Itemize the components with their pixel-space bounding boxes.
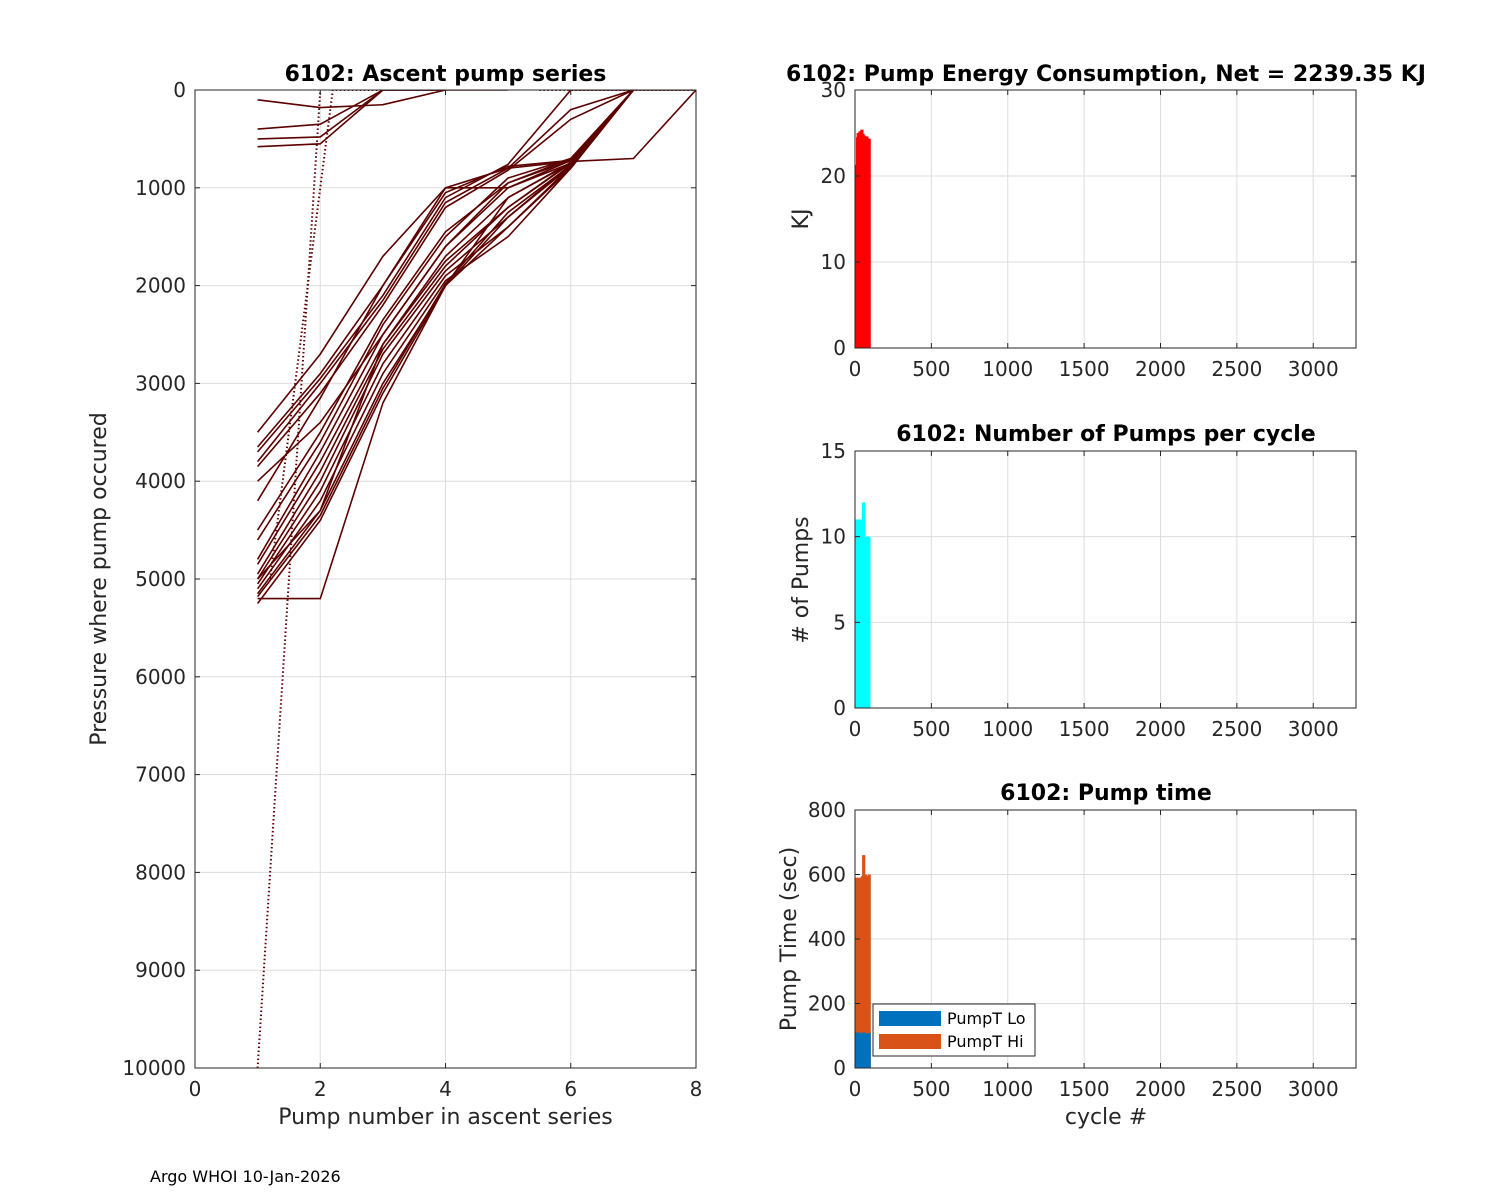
numpumps-ytick-label: 15: [821, 439, 846, 463]
pumptime-xtick-label: 2000: [1135, 1077, 1186, 1101]
ascent-series-line: [256, 90, 322, 1068]
ascent-chart: 0 2 4 6 8 0 1000 2000 3000 4000 5000 6000 7000 8000 90…: [87, 62, 702, 1130]
numpumps-ytick-label: 5: [833, 610, 846, 634]
ascent-series-line: [256, 90, 634, 468]
numpumps-xtick-label: 2000: [1135, 717, 1186, 741]
ascent-xtick-label: 4: [439, 1077, 452, 1101]
energy-chart: 0 500 1000 1500 2000 2500 3000 0 10 20 30 6102: Pu…: [786, 62, 1426, 381]
energy-xtick-label: 2000: [1135, 357, 1186, 381]
pumptime-xtick-label: 1500: [1059, 1077, 1110, 1101]
pumptime-ytick-label: 600: [808, 863, 846, 887]
ascent-series-line: [256, 90, 634, 453]
ascent-x-label: Pump number in ascent series: [278, 1105, 612, 1130]
energy-ytick-label: 30: [821, 78, 846, 102]
energy-ytick-label: 20: [821, 164, 846, 188]
numpumps-xtick-label: 0: [849, 717, 862, 741]
numpumps-xtick-label: 3000: [1288, 717, 1339, 741]
pumptime-ytick-label: 800: [808, 798, 846, 822]
pump-time-y-label: Pump Time (sec): [777, 847, 802, 1031]
pump-time-chart-title: 6102: Pump time: [1000, 781, 1212, 806]
energy-xtick-label: 2500: [1211, 357, 1262, 381]
legend-label-hi: PumpT Hi: [947, 1032, 1024, 1051]
ascent-ytick-label: 5000: [135, 567, 186, 591]
ascent-series-line: [256, 90, 635, 598]
ascent-y-label: Pressure where pump occured: [87, 412, 112, 745]
numpumps-xtick-label: 1000: [982, 717, 1033, 741]
ascent-ytick-label: 6000: [135, 665, 186, 689]
ascent-ytick-label: 8000: [135, 860, 186, 884]
ascent-series-line: [269, 90, 396, 580]
ascent-ytick-label: 10000: [122, 1056, 186, 1080]
pumptime-xtick-label: 2500: [1211, 1077, 1262, 1101]
numpumps-xtick-label: 500: [912, 717, 950, 741]
pump-time-chart: 0 500 1000 1500 2000 2500 3000 0 200 400 600 800 61…: [777, 781, 1357, 1130]
ascent-xtick-label: 8: [690, 1077, 703, 1101]
energy-ytick-label: 0: [833, 336, 846, 360]
num-pumps-chart: 0 500 1000 1500 2000 2500 3000 0 5 10 15 6102: Num…: [789, 422, 1357, 741]
ascent-ytick-label: 7000: [135, 763, 186, 787]
ascent-series-line: [257, 90, 446, 130]
pump-time-x-label: cycle #: [1065, 1105, 1147, 1130]
energy-xtick-label: 500: [912, 357, 950, 381]
ascent-ytick-label: 1000: [135, 176, 186, 200]
ascent-chart-title: 6102: Ascent pump series: [285, 62, 607, 87]
energy-xtick-label: 0: [849, 357, 862, 381]
pumptime-xtick-label: 0: [849, 1077, 862, 1101]
pumptime-bar-pumpt-hi: [867, 874, 871, 1068]
energy-xtick-label: 3000: [1288, 357, 1339, 381]
energy-xtick-label: 1000: [982, 357, 1033, 381]
ascent-series-line: [257, 90, 634, 482]
ascent-xtick-label: 2: [314, 1077, 327, 1101]
ascent-ytick-label: 4000: [135, 469, 186, 493]
energy-chart-title: 6102: Pump Energy Consumption, Net = 223…: [786, 62, 1426, 87]
ascent-series-line: [257, 90, 446, 140]
energy-bar: [867, 139, 871, 348]
legend-swatch-lo: [879, 1011, 941, 1026]
pump-time-legend: PumpT Lo PumpT Hi: [872, 1003, 1036, 1057]
ascent-ytick-label: 2000: [135, 274, 186, 298]
ascent-series-line: [256, 90, 634, 463]
pumptime-bar-pumpt-lo: [867, 1033, 871, 1068]
pumptime-xtick-label: 1000: [982, 1077, 1033, 1101]
numpumps-ytick-label: 0: [833, 696, 846, 720]
numpumps-xtick-label: 2500: [1211, 717, 1262, 741]
ascent-ytick-label: 3000: [135, 371, 186, 395]
ascent-series-line: [257, 90, 635, 580]
legend-label-lo: PumpT Lo: [947, 1009, 1026, 1028]
footer-text: Argo WHOI 10-Jan-2026: [150, 1167, 341, 1186]
pumptime-ytick-label: 400: [808, 927, 846, 951]
energy-xtick-label: 1500: [1059, 357, 1110, 381]
numpumps-bar: [867, 536, 871, 708]
pumptime-ytick-label: 200: [808, 992, 846, 1016]
pumptime-ytick-label: 0: [833, 1056, 846, 1080]
pumptime-xtick-label: 500: [912, 1077, 950, 1101]
ascent-ytick-label: 9000: [135, 958, 186, 982]
ascent-series-line: [256, 90, 696, 433]
ascent-xtick-label: 6: [564, 1077, 577, 1101]
energy-y-label: KJ: [789, 209, 814, 230]
ascent-ytick-label: 0: [173, 78, 186, 102]
ascent-xtick-label: 0: [189, 1077, 202, 1101]
numpumps-xtick-label: 1500: [1059, 717, 1110, 741]
legend-swatch-hi: [879, 1034, 941, 1049]
pumptime-xtick-label: 3000: [1288, 1077, 1339, 1101]
energy-ytick-label: 10: [821, 250, 846, 274]
ascent-series-line: [257, 90, 446, 148]
num-pumps-y-label: # of Pumps: [789, 516, 814, 643]
num-pumps-chart-title: 6102: Number of Pumps per cycle: [896, 422, 1315, 447]
numpumps-ytick-label: 10: [821, 525, 846, 549]
ascent-series-line: [257, 90, 509, 109]
